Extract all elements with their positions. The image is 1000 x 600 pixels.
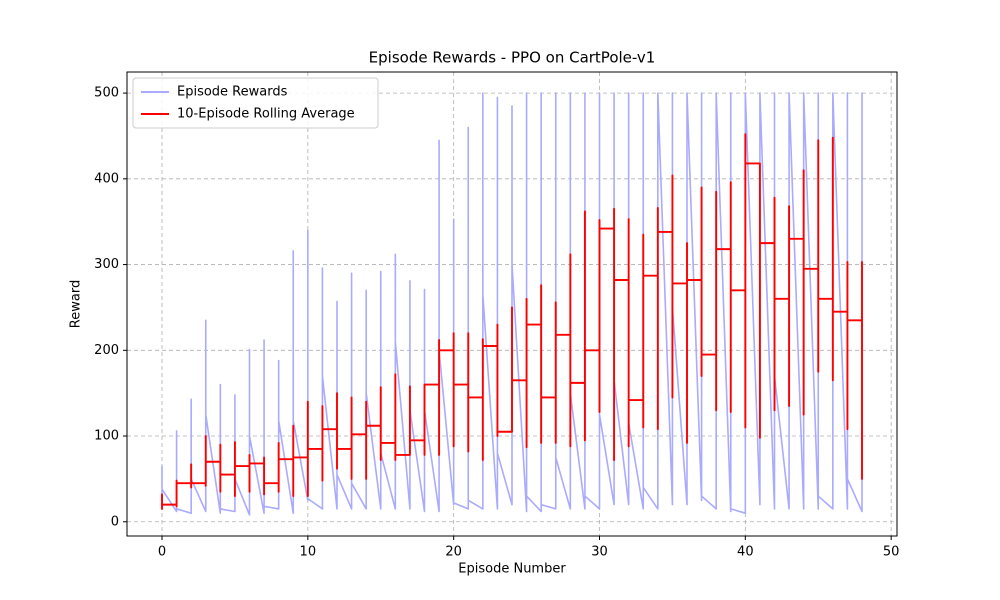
legend: Episode Rewards 10-Episode Rolling Averag… [132, 77, 379, 129]
x-tick-label: 40 [737, 545, 754, 560]
y-tick-label: 300 [94, 257, 119, 272]
legend-box [132, 77, 379, 129]
x-tick-label: 30 [591, 545, 608, 560]
y-tick-label: 200 [94, 343, 119, 358]
x-tick-label: 0 [158, 545, 166, 560]
y-tick-label: 400 [94, 171, 119, 186]
x-tick-label: 10 [300, 545, 317, 560]
y-tick-label: 0 [111, 514, 119, 529]
y-tick-label: 500 [94, 86, 119, 101]
x-tick-label: 50 [883, 545, 900, 560]
x-axis-label: Episode Number [458, 562, 566, 577]
legend-label: Episode Rewards [177, 85, 288, 100]
y-axis-label: Reward [69, 280, 84, 328]
chart-title: Episode Rewards - PPO on CartPole-v1 [369, 49, 656, 67]
y-tick-label: 100 [94, 429, 119, 444]
x-tick-label: 20 [445, 545, 462, 560]
series-line [161, 133, 863, 510]
series-line [161, 92, 863, 516]
legend-label: 10-Episode Rolling Average [177, 107, 355, 122]
plot-frame [126, 71, 898, 537]
